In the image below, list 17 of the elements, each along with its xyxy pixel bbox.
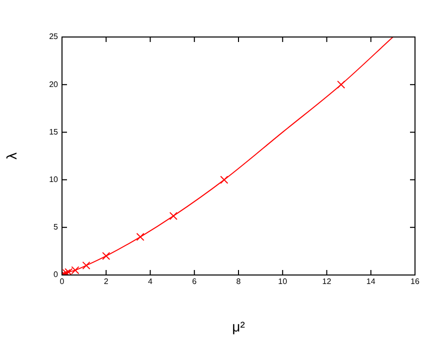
x-tick-label: 6 — [192, 277, 198, 286]
y-tick-label: 20 — [49, 80, 59, 89]
x-tick-label: 12 — [322, 277, 332, 286]
x-tick-label: 10 — [278, 277, 288, 286]
x-tick-label: 14 — [366, 277, 376, 286]
y-tick-label: 15 — [49, 127, 59, 136]
x-tick-label: 8 — [236, 277, 242, 286]
y-axis-title: λ — [3, 152, 20, 160]
y-tick-label: 25 — [49, 32, 59, 42]
x-tick-label: 4 — [148, 277, 154, 286]
y-tick-label: 0 — [54, 270, 59, 280]
y-tick-label: 5 — [54, 222, 59, 232]
x-tick-label: 2 — [104, 277, 109, 286]
x-tick-label: 0 — [60, 277, 65, 286]
x-axis-title: μ² — [232, 318, 246, 334]
y-tick-label: 10 — [49, 175, 59, 184]
x-tick-label: 16 — [410, 277, 420, 286]
